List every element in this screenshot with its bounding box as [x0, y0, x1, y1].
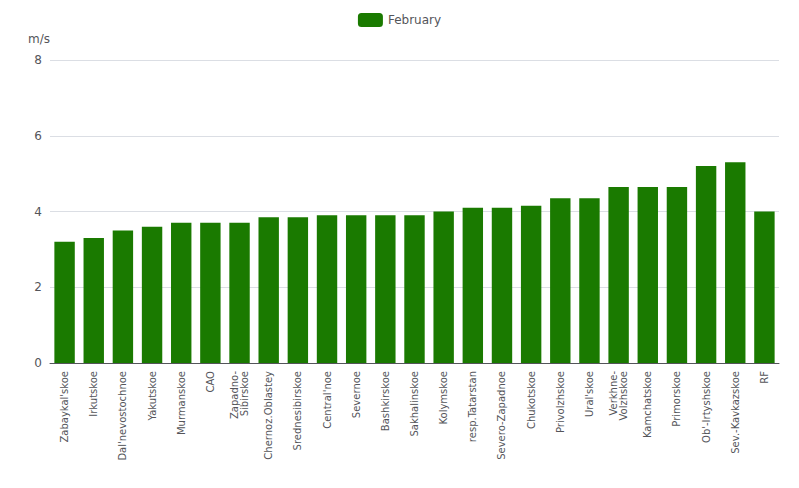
svg-text:m/s: m/s [28, 32, 50, 46]
svg-text:2: 2 [34, 280, 42, 294]
svg-text:Kamchatskoe: Kamchatskoe [642, 371, 653, 438]
svg-text:Ural'skoe: Ural'skoe [584, 371, 595, 417]
svg-text:Primorskoe: Primorskoe [671, 371, 682, 427]
svg-text:Srednesibirskoe: Srednesibirskoe [292, 371, 303, 450]
svg-text:Zabaykal'skoe: Zabaykal'skoe [59, 371, 70, 443]
svg-text:0: 0 [34, 356, 42, 370]
svg-text:Yakutskoe: Yakutskoe [147, 371, 158, 422]
svg-text:Sev.-Kavkazskoe: Sev.-Kavkazskoe [730, 371, 741, 454]
svg-text:Kolymskoe: Kolymskoe [438, 371, 449, 425]
svg-text:CAO: CAO [205, 371, 216, 393]
svg-text:Sibirskoe: Sibirskoe [239, 371, 250, 416]
svg-text:Irkutskoe: Irkutskoe [88, 371, 99, 417]
svg-text:resp.Tatarstan: resp.Tatarstan [467, 371, 478, 442]
svg-text:Ob'-Irtyshskoe: Ob'-Irtyshskoe [701, 371, 712, 443]
svg-text:6: 6 [34, 129, 42, 143]
svg-text:Volzhskoe: Volzhskoe [618, 371, 629, 420]
svg-text:4: 4 [34, 205, 42, 219]
svg-text:Central'noe: Central'noe [322, 371, 333, 429]
svg-text:Dal'nevostochnoe: Dal'nevostochnoe [117, 371, 128, 461]
svg-text:Chernoz.Oblastey: Chernoz.Oblastey [263, 371, 274, 460]
svg-text:Verkhne-: Verkhne- [608, 371, 620, 416]
svg-text:RF: RF [759, 371, 770, 384]
svg-text:Bashkirskoe: Bashkirskoe [380, 371, 391, 431]
svg-text:Chukotskoe: Chukotskoe [526, 371, 537, 429]
svg-text:8: 8 [34, 53, 42, 67]
svg-text:Sakhalinskoe: Sakhalinskoe [409, 371, 420, 437]
svg-text:Murmanskoe: Murmanskoe [176, 371, 187, 435]
svg-text:Severnoe: Severnoe [351, 371, 362, 418]
svg-text:Privolzhskoe: Privolzhskoe [555, 371, 566, 433]
svg-text:February: February [388, 13, 441, 27]
svg-text:Zapadno-: Zapadno- [229, 371, 240, 420]
svg-text:Severo-Zapadnoe: Severo-Zapadnoe [496, 371, 507, 460]
